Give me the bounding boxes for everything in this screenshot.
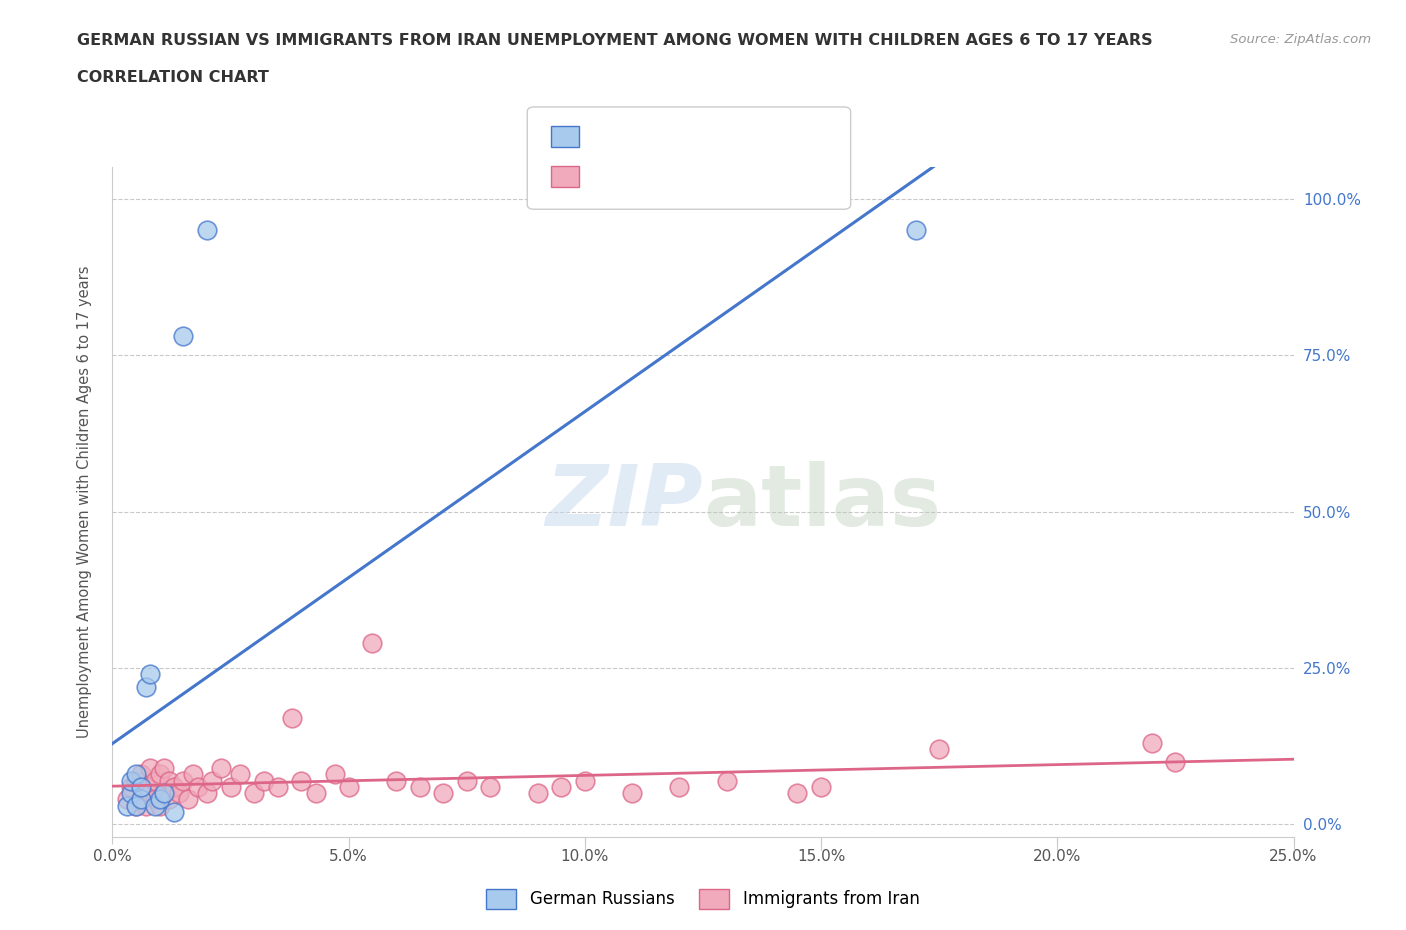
Point <box>361 635 384 650</box>
Point <box>120 786 142 801</box>
Point <box>177 792 200 807</box>
Point <box>149 798 172 813</box>
Point <box>157 773 180 788</box>
Point <box>167 786 190 801</box>
Point <box>115 798 138 813</box>
Point <box>195 786 218 801</box>
Legend: German Russians, Immigrants from Iran: German Russians, Immigrants from Iran <box>479 882 927 916</box>
Point <box>253 773 276 788</box>
Point <box>172 773 194 788</box>
Point <box>281 711 304 725</box>
Point <box>129 779 152 794</box>
Point <box>153 786 176 801</box>
Point <box>209 761 232 776</box>
Point <box>243 786 266 801</box>
Point <box>456 773 478 788</box>
Point <box>135 798 157 813</box>
Point <box>129 792 152 807</box>
Text: Source: ZipAtlas.com: Source: ZipAtlas.com <box>1230 33 1371 46</box>
Point <box>163 779 186 794</box>
Point <box>621 786 644 801</box>
Point <box>153 761 176 776</box>
Point <box>186 779 208 794</box>
Point <box>526 786 548 801</box>
Point <box>201 773 224 788</box>
Point <box>143 798 166 813</box>
Point <box>1164 754 1187 769</box>
Point <box>323 767 346 782</box>
Point <box>1140 736 1163 751</box>
Point <box>143 773 166 788</box>
Point <box>135 779 157 794</box>
Point <box>267 779 290 794</box>
Point <box>810 779 832 794</box>
Point <box>125 767 148 782</box>
Point <box>479 779 502 794</box>
Point <box>125 798 148 813</box>
Text: R =  0.121   N = 54: R = 0.121 N = 54 <box>588 166 778 185</box>
Point <box>149 792 172 807</box>
Point <box>129 792 152 807</box>
Text: R = 0.800   N =  16: R = 0.800 N = 16 <box>588 126 778 145</box>
Point <box>304 786 326 801</box>
Point <box>928 742 950 757</box>
Point <box>129 767 152 782</box>
Point <box>139 786 162 801</box>
Point <box>385 773 408 788</box>
Text: atlas: atlas <box>703 460 941 544</box>
Point <box>149 767 172 782</box>
Y-axis label: Unemployment Among Women with Children Ages 6 to 17 years: Unemployment Among Women with Children A… <box>77 266 91 738</box>
Point <box>550 779 572 794</box>
Point <box>904 222 927 237</box>
Point <box>219 779 242 794</box>
Point <box>115 792 138 807</box>
Point <box>157 792 180 807</box>
Point <box>668 779 690 794</box>
Text: CORRELATION CHART: CORRELATION CHART <box>77 70 269 85</box>
Point <box>143 792 166 807</box>
Point <box>290 773 312 788</box>
Point <box>120 779 142 794</box>
Point <box>139 667 162 682</box>
Point <box>337 779 360 794</box>
Point <box>139 761 162 776</box>
Point <box>163 804 186 819</box>
Text: ZIP: ZIP <box>546 460 703 544</box>
Point <box>125 798 148 813</box>
Point <box>716 773 738 788</box>
Point <box>120 773 142 788</box>
Point <box>125 773 148 788</box>
Point <box>135 680 157 695</box>
Point <box>229 767 252 782</box>
Point <box>574 773 596 788</box>
Text: GERMAN RUSSIAN VS IMMIGRANTS FROM IRAN UNEMPLOYMENT AMONG WOMEN WITH CHILDREN AG: GERMAN RUSSIAN VS IMMIGRANTS FROM IRAN U… <box>77 33 1153 47</box>
Point <box>195 222 218 237</box>
Point <box>172 329 194 344</box>
Point <box>432 786 454 801</box>
Point <box>153 786 176 801</box>
Point <box>408 779 430 794</box>
Point <box>181 767 204 782</box>
Point <box>786 786 808 801</box>
